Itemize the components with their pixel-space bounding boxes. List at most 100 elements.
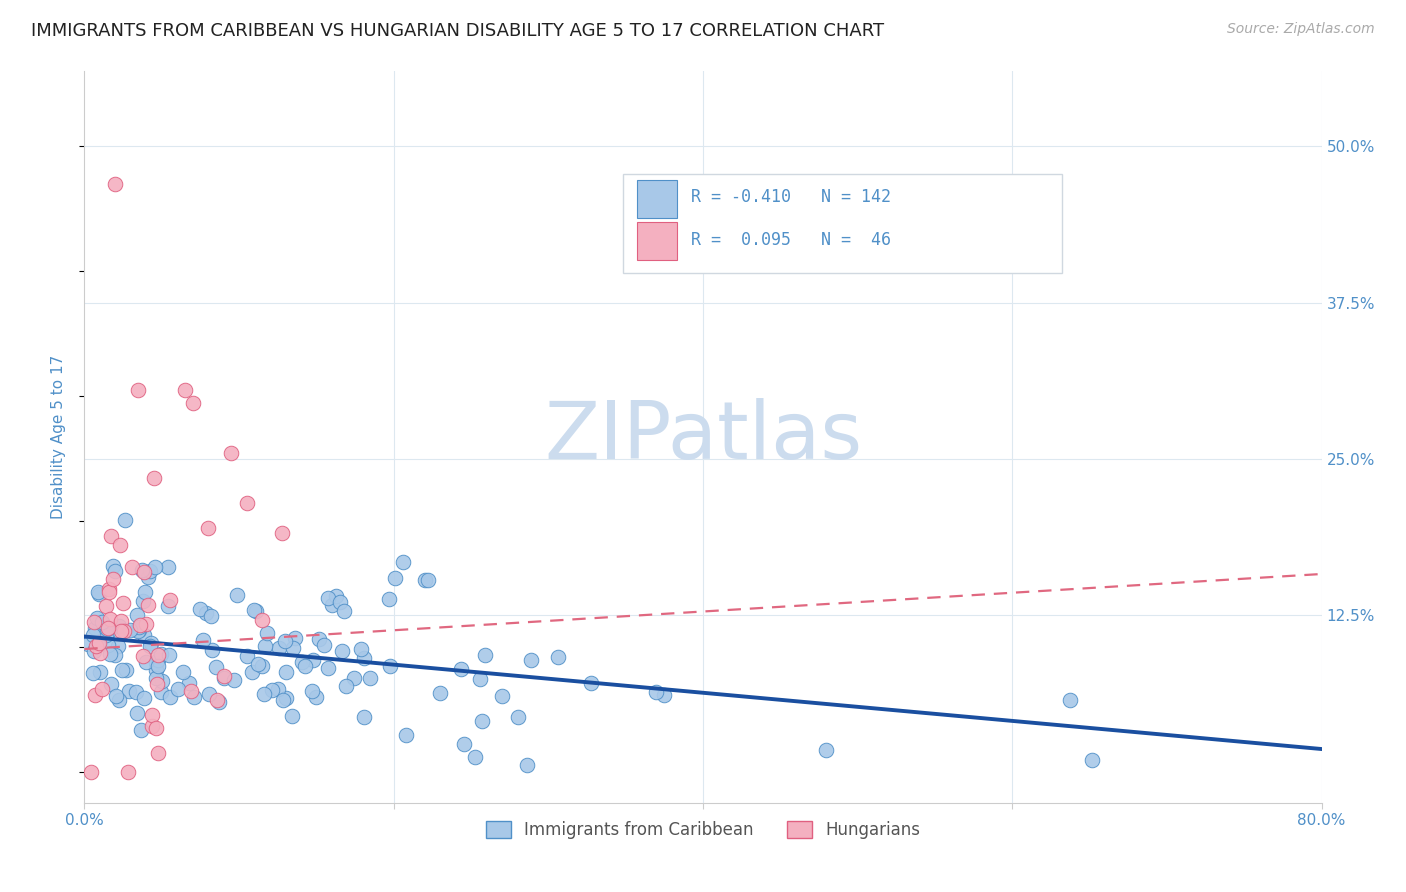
Point [135, 655, 157, 669]
Point [166, 681, 188, 696]
Point [82, 628, 104, 642]
Point [205, 693, 228, 707]
Point [416, 573, 439, 587]
Point [107, 639, 129, 653]
Point [225, 588, 247, 602]
Point [156, 559, 179, 574]
Point [395, 728, 418, 742]
Point [89, 646, 111, 660]
Text: R =  0.095   N =  46: R = 0.095 N = 46 [690, 231, 890, 249]
Point [132, 628, 155, 642]
Point [188, 602, 211, 616]
Point [193, 633, 215, 648]
Point [100, 676, 122, 690]
Point [100, 529, 122, 543]
Point [516, 757, 538, 772]
Point [1081, 753, 1104, 767]
Point [96, 622, 118, 636]
Point [471, 714, 494, 728]
Point [83, 688, 105, 702]
Point [117, 764, 139, 779]
Point [132, 648, 155, 663]
Point [145, 671, 167, 685]
Point [108, 618, 131, 632]
Point [200, 642, 222, 657]
Point [129, 617, 152, 632]
Point [134, 585, 156, 599]
Point [245, 604, 267, 618]
Point [325, 589, 347, 603]
Point [83, 621, 105, 635]
Point [281, 709, 304, 723]
Point [115, 663, 138, 677]
Point [157, 599, 180, 613]
Point [90, 615, 112, 629]
Point [645, 685, 668, 699]
Point [318, 591, 340, 606]
Point [321, 598, 343, 612]
Point [450, 663, 472, 677]
Point [250, 659, 273, 673]
Text: ZIPatlas: ZIPatlas [544, 398, 862, 476]
Point [212, 669, 235, 683]
Point [104, 177, 127, 191]
Point [87, 638, 110, 652]
Point [274, 665, 297, 679]
Point [77, 637, 100, 651]
Point [128, 620, 150, 634]
Point [121, 559, 143, 574]
Point [84, 639, 107, 653]
Point [181, 395, 204, 409]
Point [110, 615, 132, 629]
Point [141, 707, 163, 722]
Point [141, 636, 163, 650]
Point [180, 683, 202, 698]
Point [98, 584, 121, 599]
Point [150, 673, 173, 688]
Point [308, 632, 330, 647]
Point [132, 691, 155, 706]
Point [415, 573, 437, 587]
Point [276, 690, 298, 705]
Point [117, 684, 139, 698]
Point [172, 665, 194, 680]
Point [132, 594, 155, 608]
Point [139, 565, 162, 579]
Point [150, 647, 173, 661]
Point [83, 644, 105, 658]
Point [271, 693, 294, 707]
Point [274, 633, 297, 648]
Point [127, 706, 149, 721]
Point [332, 644, 354, 658]
Text: R = -0.410   N = 142: R = -0.410 N = 142 [690, 188, 890, 206]
Point [305, 690, 328, 705]
Point [83, 615, 105, 629]
Point [212, 671, 235, 685]
Point [148, 652, 170, 666]
Point [284, 631, 307, 645]
Point [291, 655, 314, 669]
Point [491, 690, 513, 704]
Point [97, 639, 120, 653]
Point [547, 650, 569, 665]
Point [224, 673, 246, 687]
Point [87, 636, 110, 650]
Point [236, 649, 259, 664]
Point [80, 764, 103, 779]
Point [335, 679, 357, 693]
Point [108, 538, 131, 552]
Point [316, 661, 339, 675]
Point [314, 638, 336, 652]
Point [200, 609, 222, 624]
Point [360, 671, 382, 685]
Point [129, 723, 152, 738]
Point [145, 656, 167, 670]
Point [136, 598, 159, 612]
Point [118, 623, 141, 637]
Point [506, 710, 529, 724]
Point [429, 686, 451, 700]
Point [157, 648, 180, 662]
Point [267, 640, 290, 655]
Point [135, 616, 157, 631]
Point [240, 665, 263, 680]
